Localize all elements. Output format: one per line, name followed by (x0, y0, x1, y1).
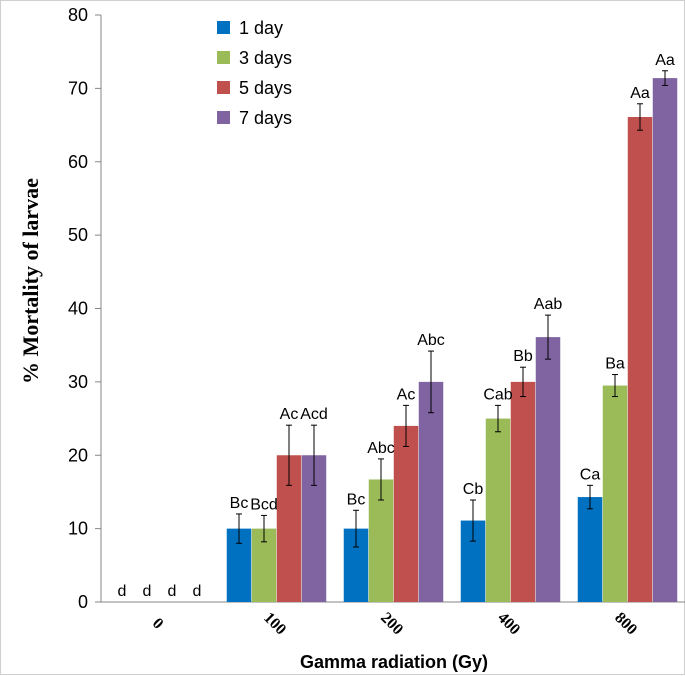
legend-label: 3 days (239, 48, 292, 68)
data-labels: d Bc Bc Cb Ca d Bcd Abc Cab Ba d Ac Ac Bb Aa d Acd Abc Aab… (118, 52, 675, 600)
data-label: d (168, 583, 177, 600)
y-tick-label: 80 (68, 5, 88, 25)
y-tick-label: 10 (68, 519, 88, 539)
bar (602, 385, 628, 602)
legend-label: 5 days (239, 78, 292, 98)
data-label: d (118, 583, 127, 600)
legend: 1 day 3 days 5 days 7 days (217, 18, 292, 128)
data-label: Bc (230, 495, 249, 512)
data-label: Aa (655, 52, 675, 69)
data-label: d (193, 583, 202, 600)
x-tick-label: 200 (377, 609, 406, 638)
data-label: Bb (513, 348, 533, 365)
bars (226, 70, 678, 603)
x-axis-label: Gamma radiation (Gy) (300, 652, 488, 672)
bar (652, 78, 678, 603)
data-label: Abc (417, 332, 445, 349)
data-label: Bcd (250, 496, 278, 513)
y-axis-label: % Mortality of larvae (18, 178, 43, 384)
bar (535, 337, 561, 602)
legend-swatch (217, 51, 230, 64)
y-tick-label: 30 (68, 372, 88, 392)
x-tick-label: 400 (494, 609, 523, 638)
data-label: Ac (280, 406, 299, 423)
y-tick-label: 0 (78, 592, 88, 612)
bar (485, 418, 511, 602)
y-tick-label: 70 (68, 78, 88, 98)
x-tick-label: 800 (611, 609, 640, 638)
data-label: Bc (347, 491, 366, 508)
x-tick-label: 100 (260, 609, 289, 638)
bar (627, 116, 653, 603)
bar (418, 381, 444, 602)
data-label: Ca (580, 466, 601, 483)
y-tick-label: 20 (68, 445, 88, 465)
y-tick-label: 60 (68, 152, 88, 172)
data-label: Acd (300, 406, 328, 423)
bar (510, 381, 536, 602)
legend-label: 1 day (239, 18, 283, 38)
legend-swatch (217, 111, 230, 124)
data-label: Cab (483, 386, 512, 403)
data-label: Abc (367, 440, 395, 457)
data-label: Ac (397, 386, 416, 403)
bar (577, 497, 603, 602)
data-label: Ba (605, 356, 625, 373)
legend-swatch (217, 21, 230, 34)
legend-swatch (217, 81, 230, 94)
y-tick-label: 50 (68, 225, 88, 245)
y-tick-label: 40 (68, 299, 88, 319)
data-label: Cb (463, 481, 484, 498)
x-tick-label: 0 (149, 615, 167, 633)
data-label: Aab (534, 296, 563, 313)
legend-label: 7 days (239, 108, 292, 128)
data-label: d (143, 583, 152, 600)
data-label: Aa (630, 85, 650, 102)
bar (393, 425, 419, 602)
